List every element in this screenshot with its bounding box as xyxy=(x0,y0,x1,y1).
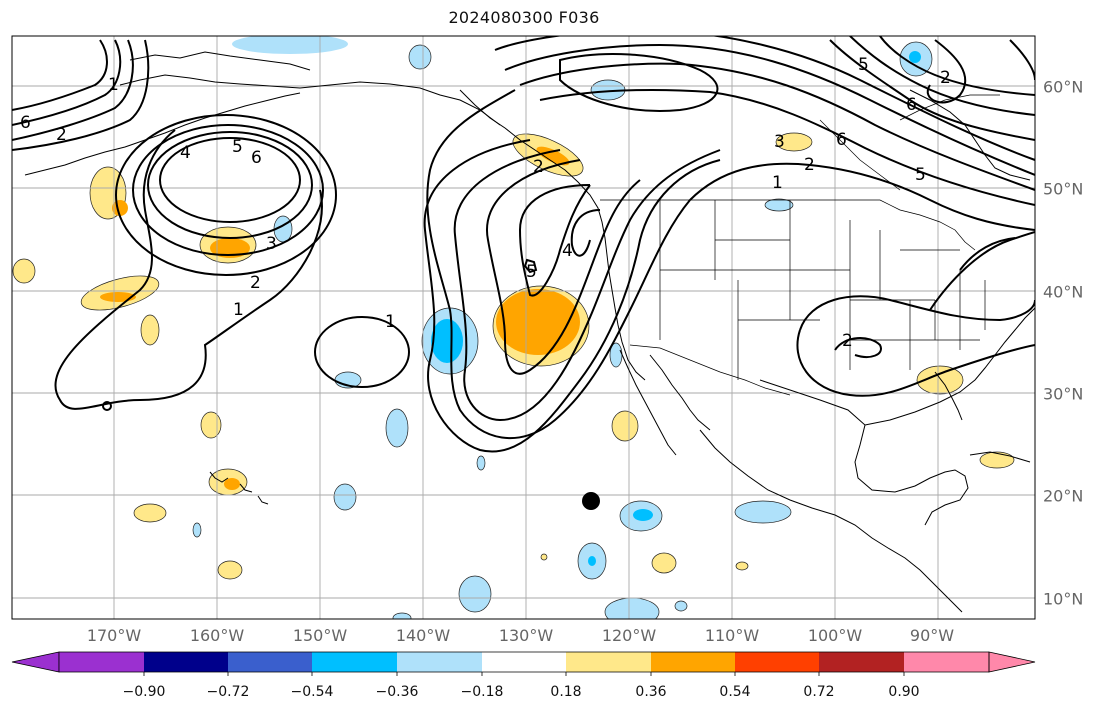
contour-label: 3 xyxy=(774,132,785,152)
contour-label: 2 xyxy=(940,68,951,88)
colorbar-segment xyxy=(312,652,397,672)
contour-label-group: 1 2 3 4 5 6 1 5 4 1 2 3 6 5 5 2 6 2 6 1 … xyxy=(20,55,951,351)
colorbar-segment xyxy=(397,652,482,672)
longitude-label: 120°W xyxy=(601,626,657,645)
contour-lines xyxy=(12,36,1035,453)
colorbar-segment xyxy=(651,652,735,672)
latitude-label: 50°N xyxy=(1043,179,1084,199)
colorbar-tick-label: −0.72 xyxy=(206,684,250,700)
colorbar-tick-label: −0.54 xyxy=(290,684,334,700)
coastlines xyxy=(24,51,1035,613)
colorbar-segment xyxy=(735,652,819,672)
chart-title: 2024080300 F036 xyxy=(448,8,600,27)
contour-label: 6 xyxy=(20,113,31,133)
longitude-label: 90°W xyxy=(909,626,955,645)
longitude-label: 140°W xyxy=(395,626,451,645)
latitude-label: 30°N xyxy=(1043,384,1084,404)
colorbar-tick-label: −0.18 xyxy=(460,684,504,700)
colorbar-segment xyxy=(482,652,566,672)
contour-label: 6 xyxy=(251,148,262,168)
colorbar-tick-label: 0.72 xyxy=(803,684,835,700)
colorbar-segment xyxy=(904,652,989,672)
contour-label: 1 xyxy=(233,300,244,320)
colorbar-tick-label: 0.90 xyxy=(888,684,920,700)
contour-label: 1 xyxy=(108,75,119,95)
contour-label: 6 xyxy=(836,130,847,150)
colorbar xyxy=(11,651,1036,676)
contour-label: 4 xyxy=(562,241,573,261)
storm-position-marker xyxy=(582,492,600,510)
contour-label: 2 xyxy=(533,157,544,177)
contour-label: 3 xyxy=(266,234,277,254)
contour-label: 5 xyxy=(915,165,926,185)
contour-label: 1 xyxy=(385,312,396,332)
contour-label: 2 xyxy=(842,331,853,351)
negative-anomaly-shading xyxy=(192,36,933,619)
positive-anomaly-shading xyxy=(12,132,1015,580)
longitude-label: 170°W xyxy=(86,626,142,645)
latitude-label: 60°N xyxy=(1043,77,1084,97)
colorbar-segment xyxy=(59,652,144,672)
latitude-label: 20°N xyxy=(1043,486,1084,506)
colorbar-tick-label: 0.18 xyxy=(550,684,582,700)
colorbar-segment xyxy=(228,652,312,672)
political-borders xyxy=(600,94,1000,396)
colorbar-segment xyxy=(144,652,228,672)
longitude-label: 160°W xyxy=(189,626,245,645)
contour-label: 5 xyxy=(232,137,243,157)
contour-label: 5 xyxy=(526,262,537,282)
colorbar-tick-label: 0.36 xyxy=(635,684,667,700)
colorbar-tick-label: −0.90 xyxy=(122,684,166,700)
contour-label: 1 xyxy=(772,173,783,193)
colorbar-tick-label: 0.54 xyxy=(719,684,751,700)
colorbar-segment xyxy=(566,652,651,672)
contour-label: 2 xyxy=(804,155,815,175)
colorbar-extend-max xyxy=(988,651,1036,673)
map-frame xyxy=(11,35,1036,620)
latitude-label: 40°N xyxy=(1043,282,1084,302)
longitude-label: 100°W xyxy=(807,626,863,645)
colorbar-tick-label: −0.36 xyxy=(375,684,419,700)
longitude-label: 150°W xyxy=(292,626,348,645)
latitude-label: 10°N xyxy=(1043,589,1084,609)
contour-label: 2 xyxy=(56,125,67,145)
colorbar-segment xyxy=(819,652,904,672)
contour-label: 6 xyxy=(906,95,917,115)
contour-label: 4 xyxy=(180,143,191,163)
contour-label: 5 xyxy=(858,55,869,75)
colorbar-extend-min xyxy=(11,651,60,673)
longitude-label: 110°W xyxy=(704,626,760,645)
longitude-label: 130°W xyxy=(498,626,554,645)
contour-label: 2 xyxy=(250,273,261,293)
